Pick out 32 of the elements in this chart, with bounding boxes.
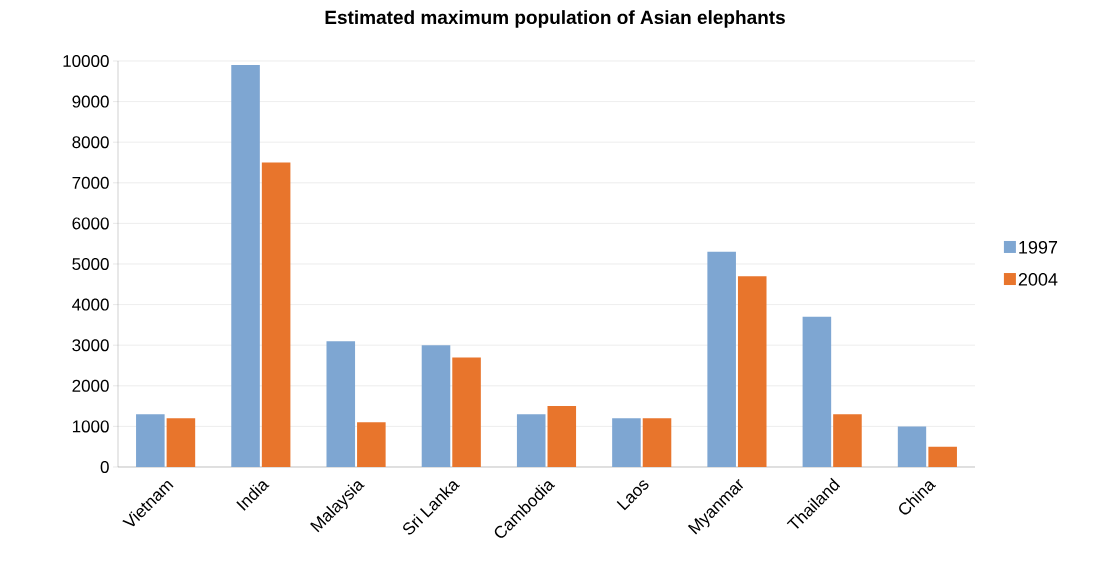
bar xyxy=(928,446,957,467)
bar xyxy=(421,345,451,467)
chart-title: Estimated maximum population of Asian elephants xyxy=(325,10,785,28)
bar xyxy=(516,414,546,467)
bar xyxy=(231,65,260,467)
bar xyxy=(802,316,832,467)
y-tick-label: 8000 xyxy=(72,136,109,149)
y-tick-label: 2000 xyxy=(72,379,109,392)
bar xyxy=(737,276,767,467)
y-tick-label: 4000 xyxy=(72,298,109,311)
bar xyxy=(547,406,577,467)
y-tick-label: 9000 xyxy=(72,95,109,108)
bar xyxy=(166,418,196,467)
bar xyxy=(261,162,291,467)
bar xyxy=(357,422,386,467)
legend-label: 2004 xyxy=(1018,272,1058,286)
y-tick-label: 10000 xyxy=(63,54,109,68)
bar xyxy=(326,341,356,467)
bar xyxy=(642,418,672,467)
y-tick-label: 6000 xyxy=(72,217,109,230)
y-tick-label: 0 xyxy=(100,460,109,474)
bar xyxy=(452,357,481,467)
legend-label: 1997 xyxy=(1019,240,1058,254)
bar xyxy=(707,251,736,467)
bar xyxy=(833,414,862,467)
y-tick-label: 5000 xyxy=(72,257,109,271)
bar xyxy=(136,414,165,467)
bar xyxy=(612,418,641,467)
y-tick-label: 7000 xyxy=(72,176,109,189)
y-tick-label: 3000 xyxy=(72,339,109,352)
bar xyxy=(897,426,927,467)
y-tick-label: 1000 xyxy=(72,420,109,433)
